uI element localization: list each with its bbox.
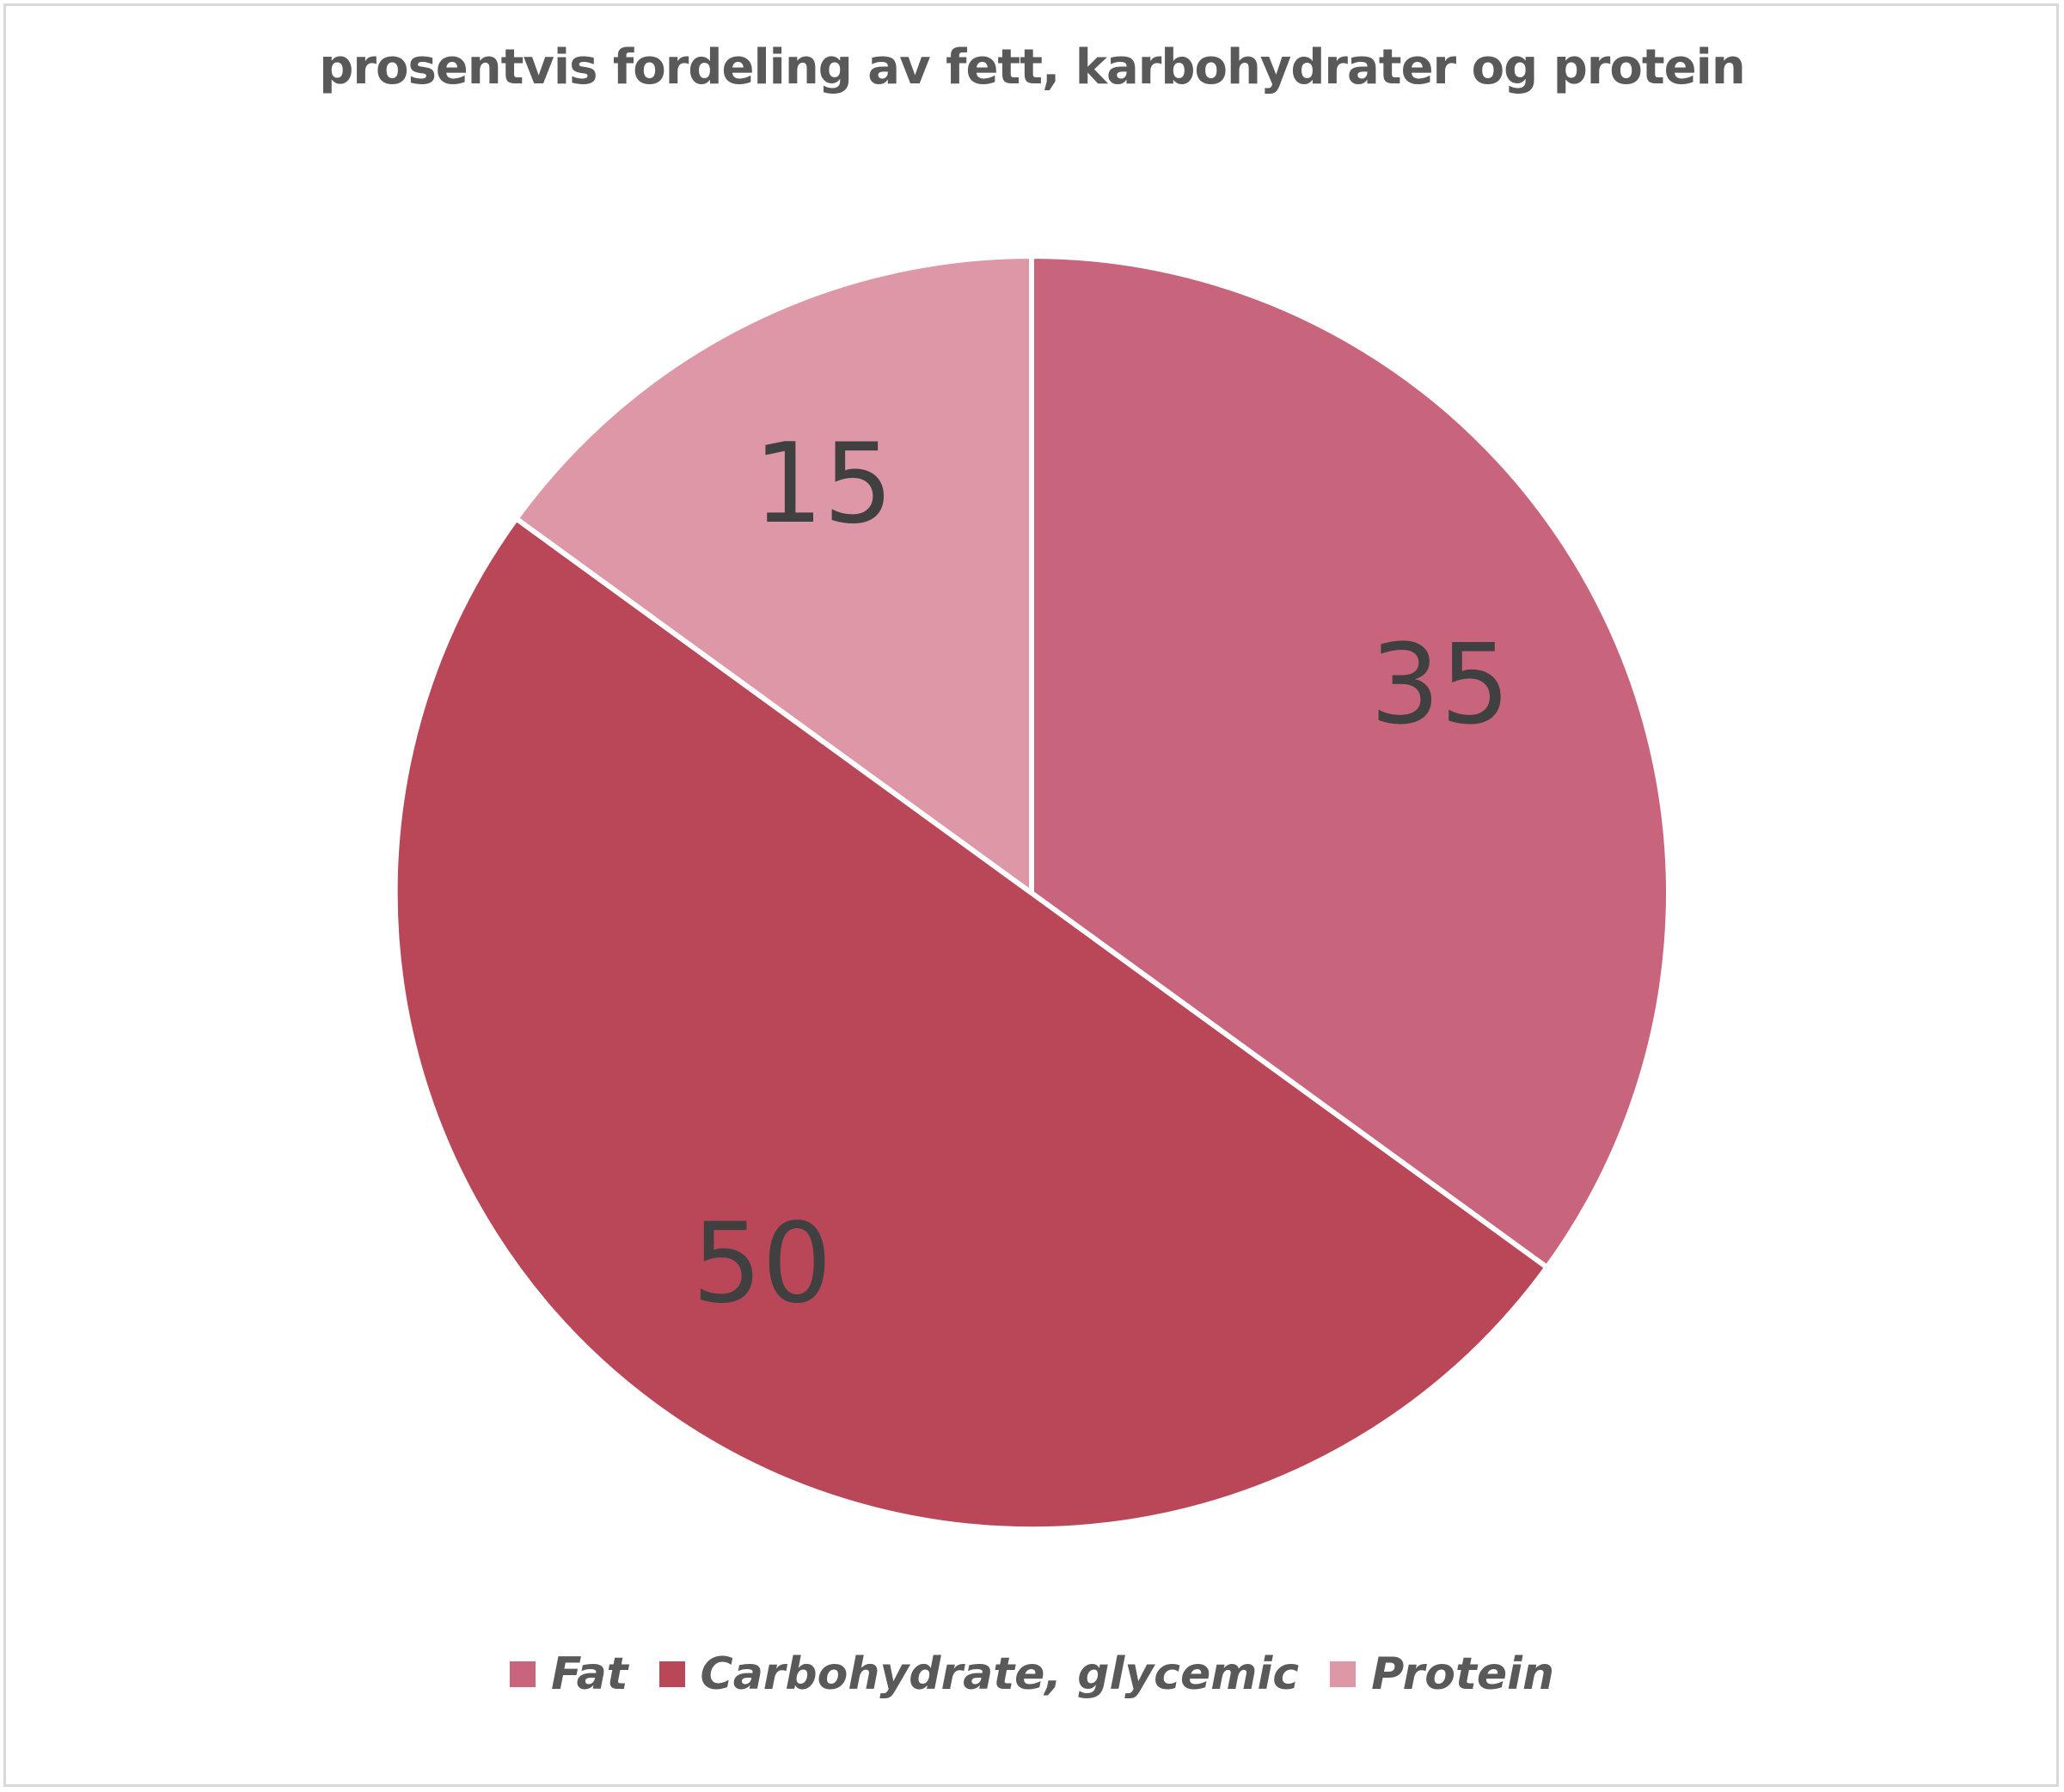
legend-swatch-protein <box>1330 1661 1357 1687</box>
legend-item-carbohydrate: Carbohydrate, glycemic <box>658 1648 1300 1700</box>
pie-slice-protein <box>513 254 1034 896</box>
legend-item-protein: Protein <box>1330 1648 1554 1700</box>
legend-label-fat: Fat <box>551 1648 628 1700</box>
data-label-fat: 35 <box>1370 621 1510 749</box>
pie-slices <box>392 254 1671 1532</box>
pie-data-labels: 35 50 15 <box>692 420 1510 1328</box>
pie-slice-fat <box>1029 254 1671 1270</box>
legend-label-carbohydrate: Carbohydrate, glycemic <box>700 1648 1300 1700</box>
pie-slice-carbohydrate <box>392 516 1550 1532</box>
legend-label-protein: Protein <box>1371 1648 1554 1700</box>
data-label-carbohydrate: 50 <box>692 1200 832 1328</box>
legend-swatch-carbohydrate <box>658 1661 685 1687</box>
legend: Fat Carbohydrate, glycemic Protein <box>0 1648 2064 1700</box>
chart-title: prosentvis fordeling av fett, karbohydra… <box>319 40 1745 95</box>
legend-swatch-fat <box>510 1661 536 1687</box>
data-label-protein: 15 <box>753 420 893 548</box>
legend-item-fat: Fat <box>510 1648 628 1700</box>
